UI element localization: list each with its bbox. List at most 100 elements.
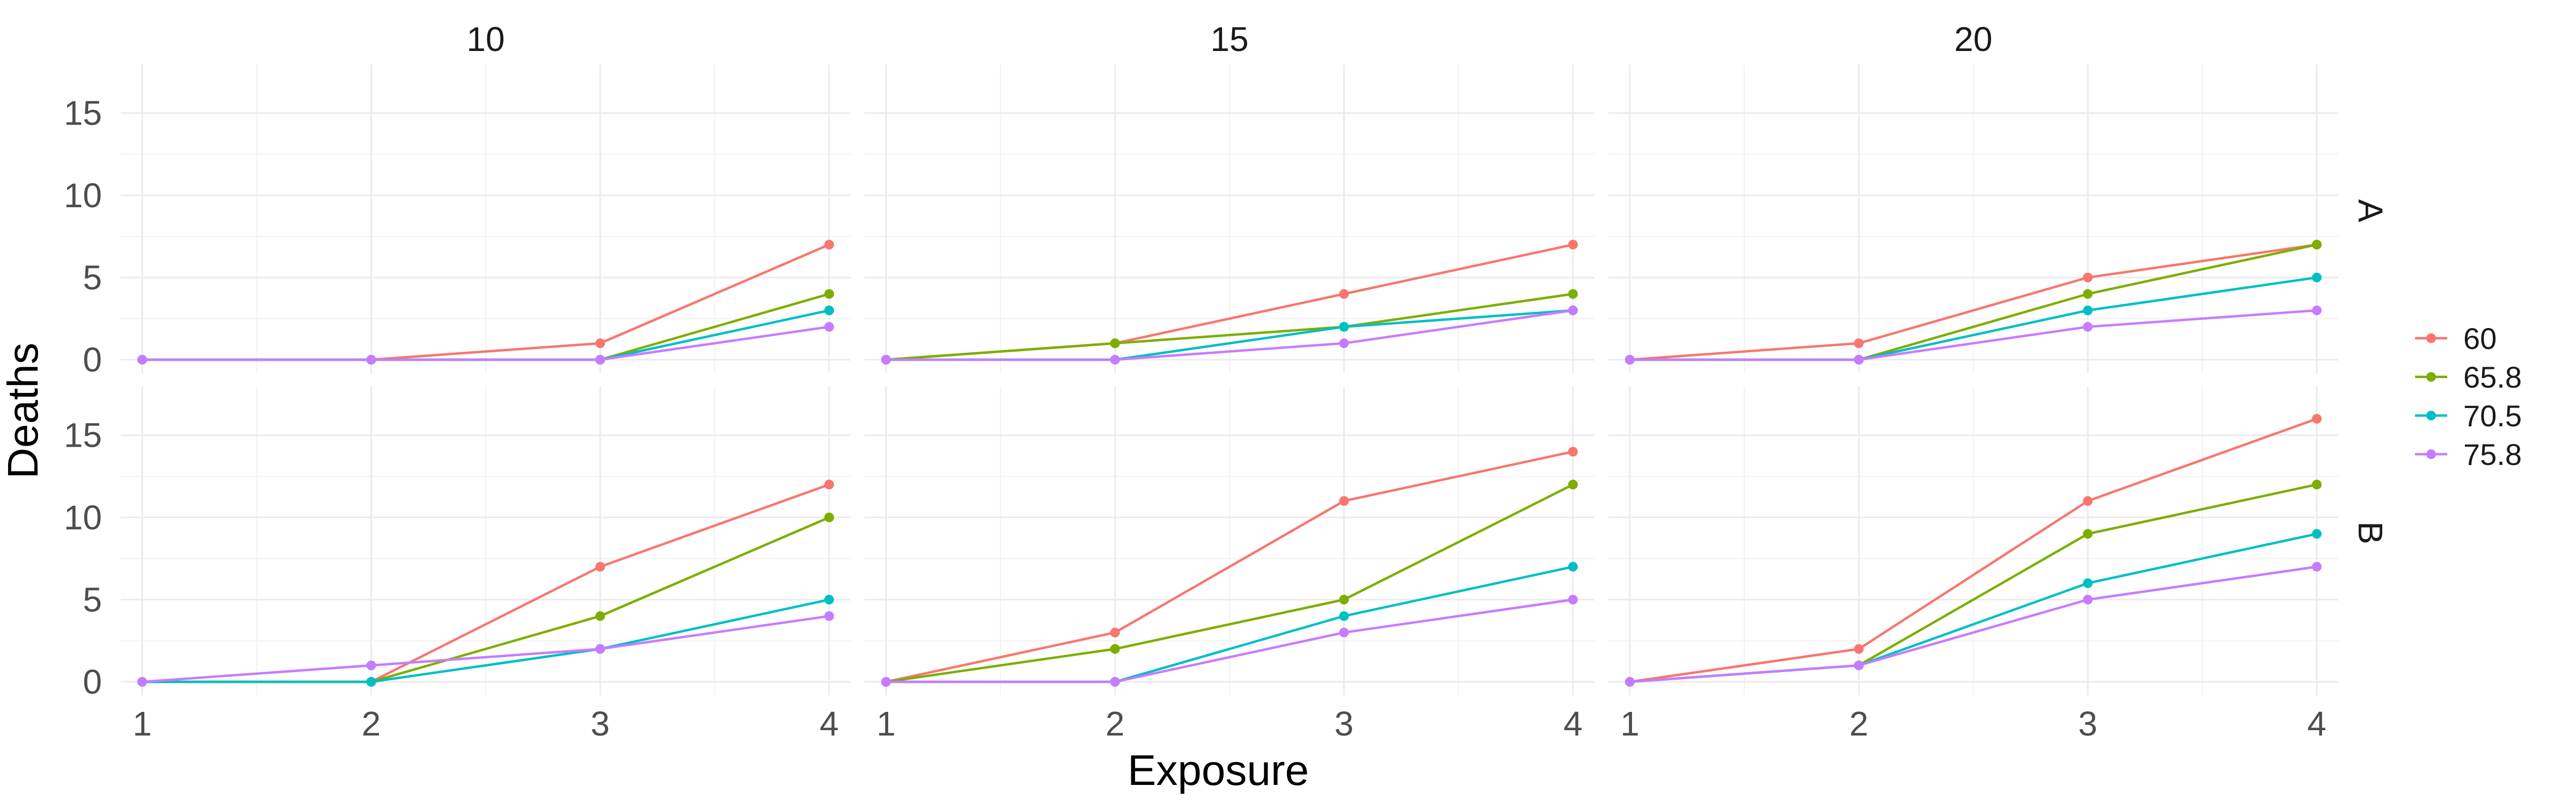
facet-row-label: A bbox=[2351, 199, 2390, 222]
panel-20-B bbox=[1608, 387, 2338, 695]
data-point-60 bbox=[595, 338, 605, 348]
data-point-75.8 bbox=[824, 322, 834, 332]
data-point-75.8 bbox=[881, 355, 891, 365]
panel-15-A bbox=[865, 64, 1594, 373]
data-point-65.8 bbox=[1110, 338, 1120, 348]
data-point-60 bbox=[1854, 644, 1864, 654]
legend-label: 75.8 bbox=[2463, 438, 2522, 471]
legend-item: 75.8 bbox=[2415, 438, 2522, 471]
x-tick-label: 2 bbox=[1849, 704, 1869, 743]
data-point-65.8 bbox=[2312, 479, 2322, 490]
data-point-65.8 bbox=[2083, 529, 2093, 539]
data-point-60 bbox=[1568, 239, 1578, 250]
data-point-60 bbox=[1339, 289, 1349, 299]
x-tick-label: 1 bbox=[133, 704, 152, 743]
series-line-60 bbox=[885, 450, 1574, 683]
legend-key-point bbox=[2426, 333, 2436, 343]
data-point-70.5 bbox=[2312, 529, 2322, 539]
data-point-75.8 bbox=[1854, 355, 1864, 365]
y-tick-label: 5 bbox=[83, 580, 102, 619]
data-point-70.5 bbox=[824, 594, 834, 605]
x-tick-label: 3 bbox=[1335, 704, 1354, 743]
data-point-60 bbox=[2083, 272, 2093, 282]
data-point-75.8 bbox=[1854, 660, 1864, 671]
legend-label: 70.5 bbox=[2463, 399, 2522, 433]
data-point-60 bbox=[2312, 414, 2322, 424]
data-point-75.8 bbox=[137, 355, 147, 365]
data-point-75.8 bbox=[595, 644, 605, 654]
data-point-65.8 bbox=[824, 512, 834, 522]
series-line-75.8 bbox=[886, 598, 1574, 683]
data-point-65.8 bbox=[1110, 644, 1120, 654]
facet-strip-label: 10 bbox=[466, 20, 504, 59]
data-point-75.8 bbox=[2083, 594, 2093, 605]
data-point-65.8 bbox=[1339, 594, 1349, 605]
legend-item: 65.8 bbox=[2415, 360, 2522, 394]
panel-10-A bbox=[121, 64, 851, 373]
series-line-75.8 bbox=[142, 615, 830, 683]
data-point-65.8 bbox=[824, 289, 834, 299]
x-tick-label: 2 bbox=[362, 704, 381, 743]
data-point-65.8 bbox=[595, 611, 605, 621]
legend-item: 70.5 bbox=[2415, 399, 2522, 433]
x-tick-label: 1 bbox=[876, 704, 896, 743]
facet-strip-label: 15 bbox=[1210, 20, 1248, 59]
data-point-60 bbox=[824, 239, 834, 250]
x-tick-label: 3 bbox=[591, 704, 610, 743]
series-line-70.5 bbox=[142, 598, 830, 683]
y-tick-label: 0 bbox=[83, 340, 102, 379]
data-point-70.5 bbox=[1339, 611, 1349, 621]
y-tick-label: 10 bbox=[64, 498, 102, 537]
data-point-75.8 bbox=[2312, 562, 2322, 572]
facet-row-label: B bbox=[2351, 521, 2390, 544]
series-line-75.8 bbox=[1629, 565, 2317, 683]
y-tick-label: 10 bbox=[64, 176, 102, 215]
data-point-60 bbox=[2083, 496, 2093, 506]
x-tick-label: 4 bbox=[2307, 704, 2326, 743]
data-point-65.8 bbox=[1568, 479, 1578, 490]
data-point-75.8 bbox=[1339, 338, 1349, 348]
data-point-75.8 bbox=[2312, 305, 2322, 316]
legend-label: 65.8 bbox=[2463, 360, 2522, 394]
y-tick-label: 5 bbox=[83, 258, 102, 297]
y-tick-label: 0 bbox=[83, 663, 102, 701]
data-point-75.8 bbox=[1339, 628, 1349, 638]
data-point-70.5 bbox=[824, 305, 834, 316]
data-point-75.8 bbox=[595, 355, 605, 365]
data-point-75.8 bbox=[881, 677, 891, 687]
data-point-70.5 bbox=[1339, 322, 1349, 332]
data-point-70.5 bbox=[2312, 272, 2322, 282]
x-tick-label: 4 bbox=[819, 704, 839, 743]
data-point-75.8 bbox=[824, 611, 834, 621]
data-point-75.8 bbox=[366, 660, 376, 671]
legend-key-point bbox=[2426, 372, 2436, 382]
y-tick-label: 15 bbox=[64, 416, 102, 455]
legend-key-point bbox=[2426, 449, 2436, 459]
data-point-60 bbox=[1339, 496, 1349, 506]
data-point-75.8 bbox=[2083, 322, 2093, 332]
legend-item: 60 bbox=[2415, 322, 2497, 355]
x-tick-label: 3 bbox=[2079, 704, 2098, 743]
data-point-65.8 bbox=[2083, 289, 2093, 299]
data-point-60 bbox=[595, 562, 605, 572]
data-point-60 bbox=[1568, 447, 1578, 457]
data-point-75.8 bbox=[1568, 594, 1578, 605]
data-point-65.8 bbox=[1568, 289, 1578, 299]
data-point-65.8 bbox=[2312, 239, 2322, 250]
series-line-65.8 bbox=[885, 483, 1574, 683]
data-point-70.5 bbox=[366, 677, 376, 687]
legend-label: 60 bbox=[2463, 322, 2497, 355]
series-line-65.8 bbox=[885, 293, 1574, 361]
data-point-75.8 bbox=[1625, 355, 1635, 365]
data-point-60 bbox=[1854, 338, 1864, 348]
data-point-75.8 bbox=[1110, 355, 1120, 365]
facet-strip-label: 20 bbox=[1954, 20, 1992, 59]
data-point-70.5 bbox=[1568, 562, 1578, 572]
series-line-75.8 bbox=[886, 309, 1574, 361]
data-point-75.8 bbox=[1110, 677, 1120, 687]
x-tick-label: 1 bbox=[1620, 704, 1640, 743]
x-tick-label: 4 bbox=[1563, 704, 1583, 743]
series-line-60 bbox=[1629, 417, 2317, 683]
data-point-75.8 bbox=[137, 677, 147, 687]
